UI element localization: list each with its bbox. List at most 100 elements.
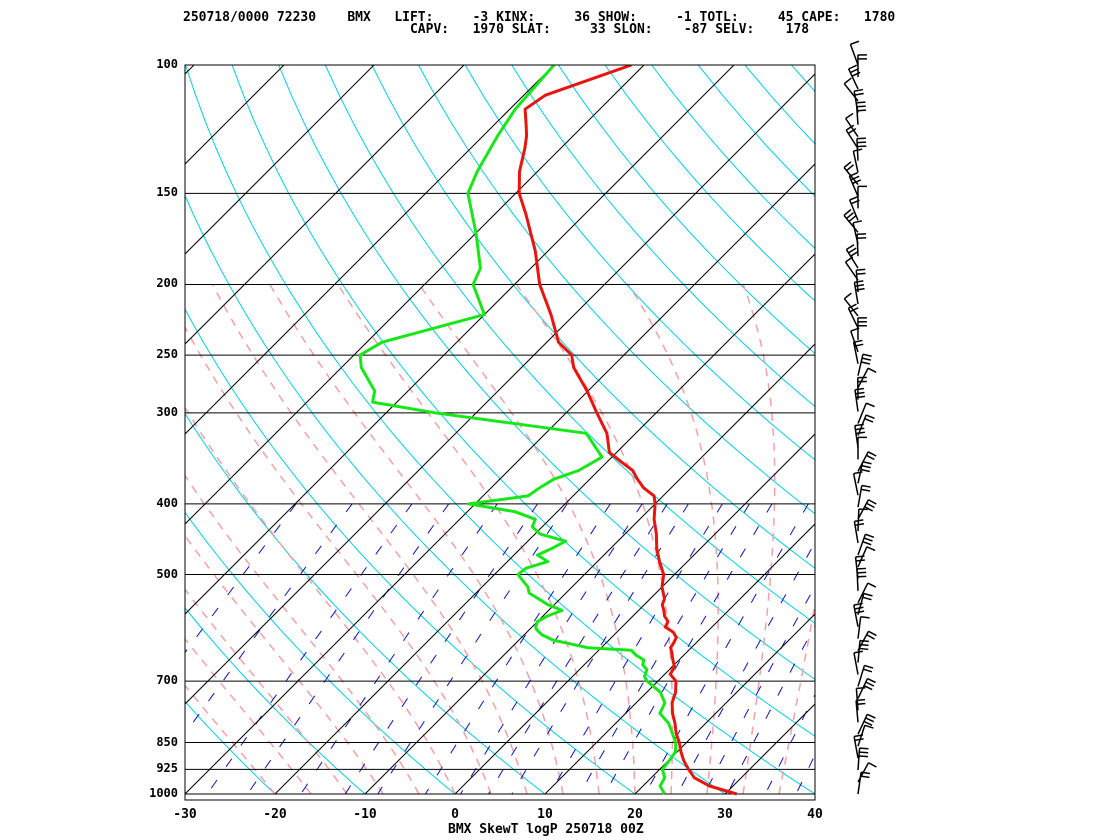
dry-adiabat-line: [418, 65, 815, 515]
wind-barb: [854, 423, 866, 448]
temperature-profile: [517, 65, 738, 796]
wind-barb: [857, 582, 877, 604]
moist-adiabat-line: [742, 284, 776, 795]
wind-barb: [857, 771, 871, 795]
wind-barb: [852, 471, 863, 496]
moist-adiabat-line: [418, 284, 636, 795]
wind-barb: [857, 499, 877, 520]
wind-barb: [857, 185, 867, 209]
wind-barb: [856, 233, 867, 257]
isotherm-line: [185, 65, 735, 615]
mixing-ratio-line: [344, 503, 538, 795]
pressure-tick-label: 200: [156, 276, 178, 291]
wind-barb: [853, 519, 865, 544]
dry-adiabat-line: [838, 65, 1120, 794]
moist-adiabat-line: [269, 284, 564, 795]
mixing-ratio-line: [726, 624, 815, 795]
pressure-tick-label: 150: [156, 185, 178, 200]
moist-adiabat-line: [515, 284, 674, 795]
temperature-tick-label: -30: [173, 807, 197, 822]
temperature-tick-label: 40: [807, 807, 823, 822]
isotherm-line: [454, 433, 815, 795]
wind-barb: [857, 402, 875, 424]
temperature-tick-label: 20: [627, 807, 643, 822]
dry-adiabat-line: [931, 65, 1120, 794]
wind-barb: [857, 713, 876, 735]
mixing-ratio-line: [488, 503, 668, 795]
wind-barb: [857, 484, 871, 508]
wind-barb: [845, 112, 859, 138]
wind-barb: [856, 567, 867, 591]
pressure-tick-label: 700: [156, 673, 178, 688]
wind-barb: [857, 664, 874, 687]
wind-barb: [852, 339, 864, 364]
dry-adiabat-line: [791, 65, 815, 93]
wind-barb: [857, 747, 869, 771]
wind-barb: [855, 101, 867, 125]
pressure-tick-label: 400: [156, 495, 178, 510]
moist-adiabat-line: [337, 284, 600, 795]
pressure-tick-label: 300: [156, 404, 178, 419]
plot-frame: [184, 64, 816, 801]
wind-barb: [853, 602, 865, 627]
mixing-ratio-line: [247, 503, 450, 795]
isotherm-line: [544, 523, 815, 795]
dry-adiabat-line: [185, 412, 546, 795]
wind-barb: [857, 353, 872, 376]
mixing-ratio-line: [795, 753, 815, 795]
mixing-ratio-line: [185, 503, 353, 735]
pressure-tick-label: 500: [156, 566, 178, 581]
wind-barb: [853, 734, 864, 759]
wind-barb: [857, 533, 875, 556]
moist-adiabat-line: [627, 284, 719, 795]
wind-barb: [843, 209, 859, 233]
moist-adiabat-line: [185, 474, 420, 795]
header-line-2: CAPV: 1970 SLAT: 33 SLON: -87 SELV: 178: [183, 22, 810, 37]
temperature-tick-label: 10: [537, 807, 553, 822]
wind-barb: [852, 148, 863, 173]
wind-barb: [849, 40, 860, 66]
temperature-tick-label: -20: [263, 807, 287, 822]
temperature-tick-label: 30: [717, 807, 733, 822]
mixing-ratio-line: [703, 585, 815, 795]
moist-adiabat-line: [185, 325, 492, 795]
chart-title: BMX SkewT logP 250718 00Z: [448, 822, 644, 837]
isotherm-line: [185, 65, 555, 435]
pressure-tick-label: 1000: [149, 786, 178, 800]
isotherm-line: [274, 253, 815, 795]
wind-barb: [857, 616, 870, 639]
pressure-tick-label: 850: [156, 734, 178, 749]
wind-barb: [847, 64, 861, 90]
isotherm-line: [364, 343, 815, 795]
wind-barb: [857, 436, 867, 460]
mixing-ratio-line: [549, 503, 723, 795]
isotherm-line: [634, 613, 815, 795]
wind-barb: [854, 387, 866, 412]
wind-barb: [857, 54, 867, 77]
isotherm-line: [185, 73, 815, 705]
wind-barb: [853, 280, 865, 305]
dry-adiabat-line: [604, 65, 815, 302]
mixing-ratio-line: [185, 503, 297, 654]
wind-barb: [853, 650, 863, 675]
dry-adiabat-line: [511, 65, 815, 408]
dry-adiabat-line: [744, 65, 815, 145]
wind-barb: [855, 698, 866, 723]
moist-adiabat-line: [211, 284, 528, 795]
mixing-ratio-line: [206, 503, 413, 795]
dry-adiabat-line: [885, 65, 1120, 794]
pressure-tick-label: 250: [156, 347, 178, 362]
isotherm-line: [185, 65, 645, 525]
wind-barb: [847, 303, 859, 329]
isotherm-line: [0, 65, 14, 794]
mixing-ratio-line: [764, 693, 815, 795]
moist-adiabat-line: [778, 599, 815, 795]
dry-adiabat-line: [697, 65, 815, 197]
wind-barb: [855, 686, 866, 711]
dry-adiabat-line: [278, 65, 815, 681]
wind-barb: [845, 124, 859, 150]
moist-adiabat-line: [185, 406, 456, 795]
temperature-tick-label: -10: [353, 807, 377, 822]
